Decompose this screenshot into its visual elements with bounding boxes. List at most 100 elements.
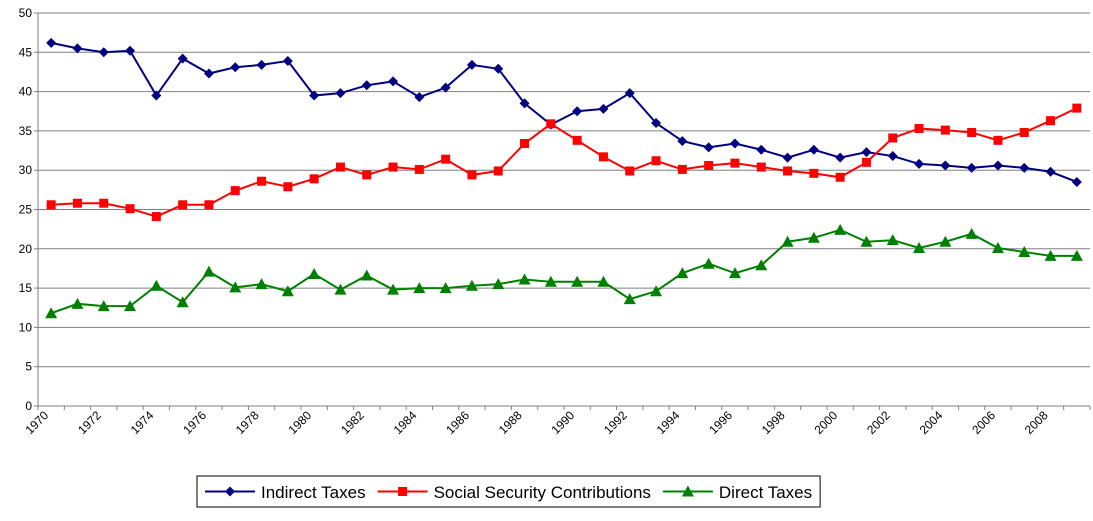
- data-point: [203, 68, 214, 79]
- data-point: [335, 88, 346, 99]
- x-tick-label: 1992: [601, 408, 630, 437]
- x-tick-label: 1972: [75, 408, 104, 437]
- data-point: [361, 80, 372, 91]
- data-point: [702, 257, 715, 269]
- y-tick-label: 30: [19, 163, 33, 177]
- data-point: [598, 152, 608, 162]
- data-point: [728, 267, 741, 279]
- x-tick-label: 1974: [128, 408, 157, 437]
- data-point: [387, 283, 400, 295]
- data-point: [1046, 116, 1056, 126]
- data-point: [230, 186, 240, 196]
- data-point: [834, 223, 847, 235]
- data-point: [625, 166, 635, 176]
- legend-label: Social Security Contributions: [434, 483, 651, 502]
- data-point: [861, 157, 871, 167]
- legend-label: Indirect Taxes: [261, 483, 366, 502]
- data-point: [730, 158, 740, 168]
- data-point: [413, 282, 426, 294]
- legend-label: Direct Taxes: [719, 483, 812, 502]
- y-tick-label: 20: [19, 242, 33, 256]
- data-point: [230, 62, 241, 73]
- data-point: [45, 307, 58, 319]
- data-point: [940, 125, 950, 135]
- data-point: [124, 300, 137, 312]
- data-point: [71, 297, 84, 309]
- data-point: [940, 160, 951, 171]
- data-point: [256, 59, 267, 70]
- data-point: [334, 283, 347, 295]
- data-point: [335, 162, 345, 172]
- data-point: [1070, 249, 1083, 261]
- data-point: [1019, 162, 1030, 173]
- data-point: [887, 151, 898, 162]
- data-point: [808, 144, 819, 155]
- x-tick-label: 2006: [969, 408, 998, 437]
- data-point: [544, 275, 557, 287]
- data-point: [807, 231, 820, 243]
- x-tick-label: 1978: [233, 408, 262, 437]
- data-point: [518, 273, 531, 285]
- data-point: [46, 200, 56, 210]
- data-point: [914, 158, 925, 169]
- data-point: [414, 92, 425, 103]
- data-point: [756, 162, 766, 172]
- data-point: [125, 45, 136, 56]
- data-point: [966, 162, 977, 173]
- data-point: [46, 37, 57, 48]
- x-tick-label: 1988: [496, 408, 525, 437]
- legend-marker: [398, 487, 408, 496]
- data-point: [572, 106, 583, 117]
- data-point: [257, 176, 267, 186]
- y-tick-label: 45: [19, 45, 33, 59]
- series-line: [51, 107, 1078, 218]
- legend: Indirect Taxes Social Security Contributi…: [196, 475, 821, 508]
- data-point: [520, 138, 530, 148]
- data-point: [360, 269, 373, 281]
- data-point: [493, 166, 503, 176]
- legend-marker: [681, 485, 694, 497]
- data-point: [493, 63, 504, 74]
- data-point: [414, 164, 424, 174]
- data-point: [571, 275, 584, 287]
- data-point: [1045, 166, 1056, 177]
- data-point: [466, 59, 477, 70]
- data-point: [783, 166, 793, 176]
- data-point: [703, 142, 714, 153]
- data-point: [914, 124, 924, 134]
- data-point: [178, 200, 188, 210]
- data-point: [835, 152, 846, 163]
- y-tick-label: 0: [25, 399, 32, 413]
- data-point: [623, 293, 636, 305]
- data-point: [98, 47, 109, 58]
- data-point: [150, 279, 163, 291]
- data-point: [781, 235, 794, 247]
- data-point: [676, 267, 689, 279]
- data-point: [888, 133, 898, 143]
- data-point: [1019, 127, 1029, 137]
- data-point: [886, 234, 899, 246]
- y-tick-label: 15: [19, 281, 33, 295]
- data-point: [993, 135, 1003, 145]
- data-point: [388, 162, 398, 172]
- x-tick-label: 1976: [180, 408, 209, 437]
- data-point: [677, 164, 687, 174]
- data-point: [651, 118, 662, 129]
- data-point: [572, 135, 582, 145]
- data-point: [467, 170, 477, 180]
- data-point: [860, 235, 873, 247]
- data-point: [967, 127, 977, 137]
- data-point: [97, 300, 110, 312]
- data-point: [99, 198, 109, 208]
- data-point: [309, 90, 320, 101]
- data-point: [782, 152, 793, 163]
- data-point: [1072, 103, 1082, 113]
- x-tick-label: 2008: [1022, 408, 1051, 437]
- y-tick-label: 25: [19, 203, 33, 217]
- data-point: [519, 98, 530, 109]
- data-point: [650, 285, 663, 297]
- x-tick-label: 2000: [811, 408, 840, 437]
- data-point: [255, 278, 268, 290]
- data-point: [755, 259, 768, 271]
